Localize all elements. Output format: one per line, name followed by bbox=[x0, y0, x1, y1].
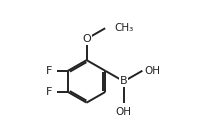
Text: O: O bbox=[82, 34, 91, 44]
Text: B: B bbox=[120, 76, 128, 86]
Text: F: F bbox=[46, 87, 53, 97]
Text: CH₃: CH₃ bbox=[115, 23, 134, 33]
Text: OH: OH bbox=[116, 107, 132, 117]
Text: OH: OH bbox=[144, 66, 160, 76]
Text: F: F bbox=[46, 66, 53, 76]
